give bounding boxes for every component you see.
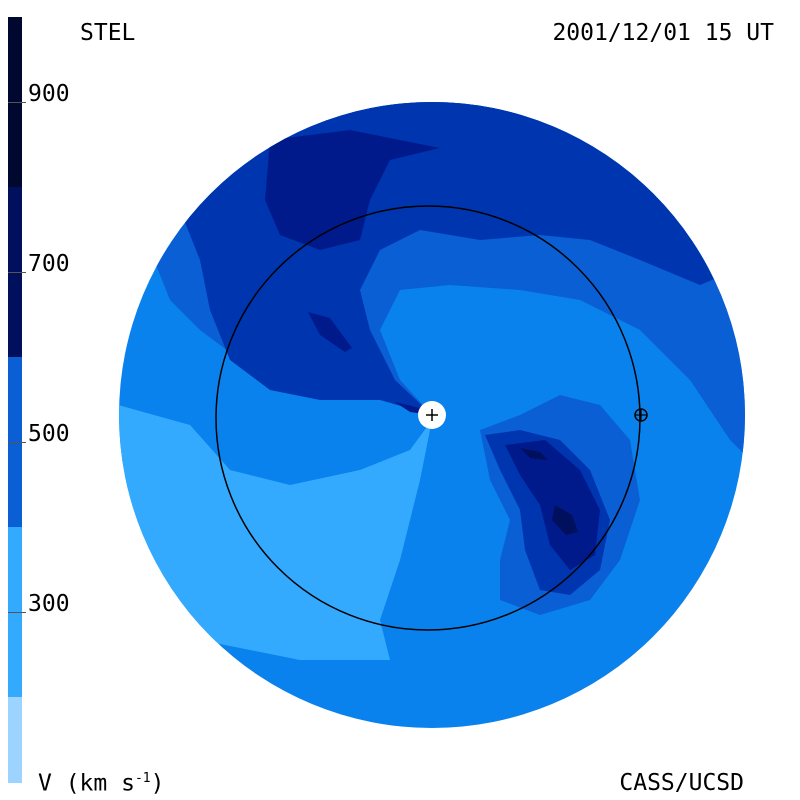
earth-orbit — [215, 205, 641, 631]
colorbar-tick — [8, 102, 26, 103]
colorbar-tick — [8, 612, 26, 613]
velocity-region-200 — [119, 400, 432, 660]
velocity-region-500 — [119, 102, 745, 415]
colorbar-tick-label: 700 — [28, 251, 70, 277]
velocity-colorbar — [8, 17, 26, 783]
credit-label: CASS/UCSD — [619, 770, 744, 796]
velocity-region-600 — [265, 130, 440, 250]
velocity-region-700 — [520, 448, 548, 460]
colorbar-tick-label: 300 — [28, 591, 70, 617]
instrument-label: STEL — [80, 20, 136, 46]
colorbar-tick — [8, 442, 26, 443]
velocity-region-600 — [308, 312, 352, 352]
timestamp-label: 2001/12/01 15 UT — [552, 20, 774, 46]
velocity-region-600 — [505, 440, 600, 570]
colorbar-tick — [8, 272, 26, 273]
unit-label: V (km s-1) — [38, 770, 165, 797]
colorbar-tick-label: 900 — [28, 81, 70, 107]
colorbar-segment — [8, 697, 22, 783]
velocity-region-700 — [552, 505, 578, 535]
colorbar-tick-label: 500 — [28, 421, 70, 447]
